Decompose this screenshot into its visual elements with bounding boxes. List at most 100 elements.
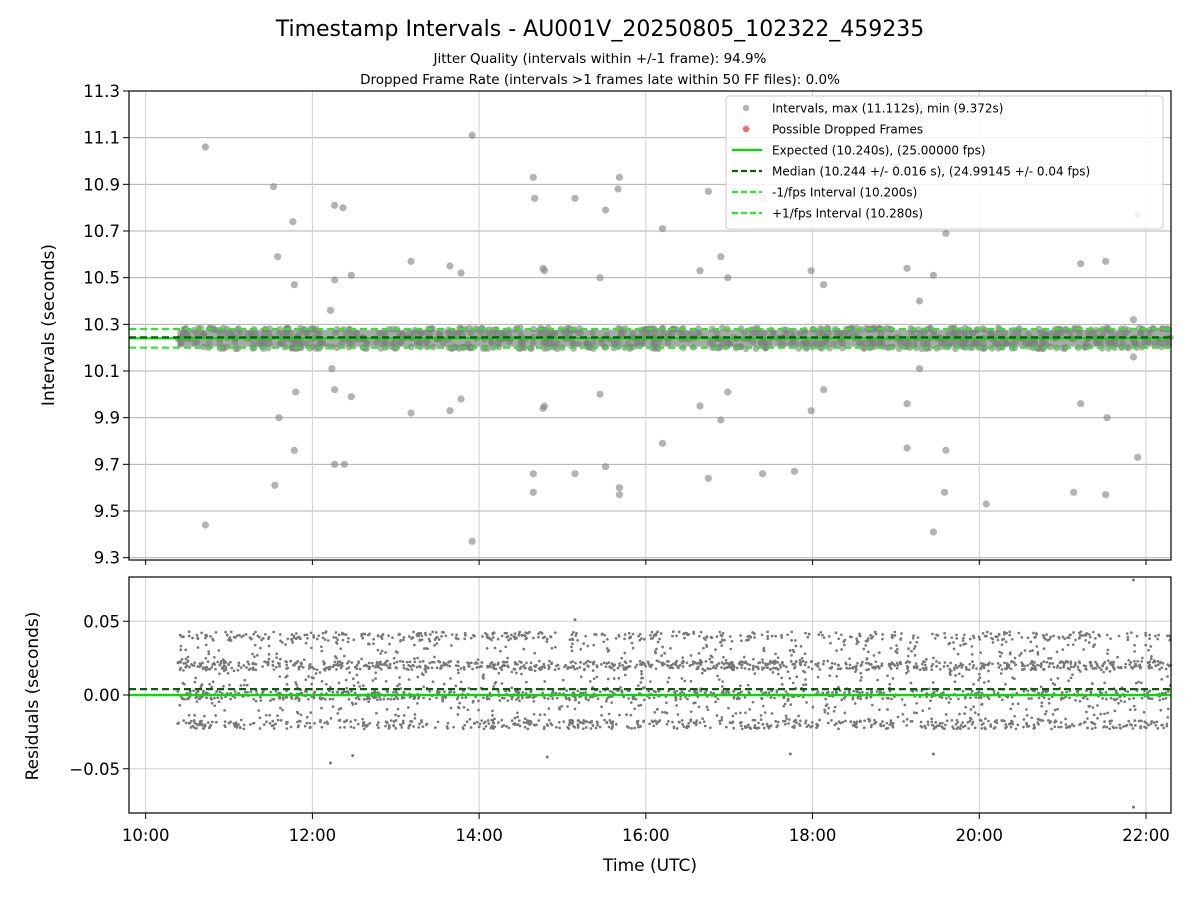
residual-point [776,724,779,727]
residual-point [387,634,390,638]
residual-point [893,664,897,667]
residual-point [383,663,386,666]
residual-point [1147,648,1150,652]
residual-point [200,695,204,699]
residual-point [752,664,755,668]
residual-point [986,695,989,699]
residual-point [783,702,787,706]
residual-point [1083,633,1086,637]
residual-point [914,662,918,665]
residual-point [1111,662,1115,666]
residual-point [933,725,936,729]
residual-point [720,716,724,719]
interval-point [205,338,213,346]
residual-point [532,636,535,640]
interval-point [950,330,958,337]
residual-point [766,630,769,634]
residual-point [562,720,566,723]
residual-point [261,636,265,640]
interval-outlier-point [468,131,476,139]
residual-point [294,637,298,641]
residual-point [538,659,541,663]
residual-point [1116,655,1119,659]
residual-point [1152,721,1156,724]
residual-point [855,725,858,729]
residual-point [285,683,289,686]
residual-point [1011,720,1014,724]
residual-point [1000,698,1004,702]
residual-point [438,660,442,664]
residual-point [181,697,185,701]
residual-point [402,696,406,700]
residual-point [361,724,365,727]
interval-outlier-point [292,388,300,396]
residual-point [376,698,379,702]
residual-point [1096,717,1099,720]
residual-point [671,634,674,638]
residual-point [493,646,497,650]
residual-point [940,696,944,699]
residual-point [957,697,960,701]
residual-point [784,665,788,669]
residual-point [644,664,647,668]
residual-point [837,685,840,689]
residual-point [1140,719,1143,723]
residual-point [557,720,561,724]
residual-point [984,663,987,667]
residual-point [1090,721,1094,725]
residual-point [1164,696,1168,700]
residual-point [674,698,678,702]
residual-point [804,721,807,725]
interval-point [577,329,584,337]
residual-point [891,636,894,640]
residual-point [396,707,400,711]
residual-point [488,691,492,695]
residual-point [989,725,993,728]
residual-point [747,723,750,727]
residual-point [510,719,514,723]
residual-point [574,634,578,638]
residual-point [1135,634,1139,638]
residual-point [766,663,770,666]
residual-point [943,631,946,635]
interval-point [440,339,447,347]
residual-point [946,664,950,668]
residual-point [237,691,240,695]
residual-point [1047,697,1051,701]
residual-point [374,671,378,675]
residual-point [543,696,547,700]
residual-point [399,687,403,690]
interval-outlier-point [942,229,950,237]
interval-point [848,325,855,332]
residual-point [1069,676,1073,680]
residual-point [424,670,428,674]
residual-point [1057,725,1060,729]
residual-point [895,651,899,654]
residual-point [525,696,528,699]
residual-point [376,664,380,668]
residual-point [482,727,486,731]
residual-point [618,713,621,717]
residual-point [304,641,308,645]
residual-point [1142,710,1146,714]
legend-entry-label: Possible Dropped Frames [772,123,923,137]
interval-outlier-point [658,225,667,233]
residual-point [258,635,261,639]
residual-point [1149,722,1153,725]
residual-point [1093,722,1097,726]
residual-point [543,635,547,639]
residual-point [1150,666,1154,669]
interval-point [569,339,577,347]
residual-point [652,634,656,638]
residual-point [672,725,676,729]
residual-point [605,647,609,650]
legend-entry-label: Median (10.244 +/- 0.016 s), (24.99145 +… [772,165,1090,179]
interval-outlier-point [915,297,924,305]
residual-point [790,630,794,634]
residual-point [1022,667,1026,671]
residual-point [685,726,689,730]
residual-point [304,678,308,682]
residual-point [788,676,792,680]
residual-point [973,711,977,715]
residual-point [184,664,188,668]
